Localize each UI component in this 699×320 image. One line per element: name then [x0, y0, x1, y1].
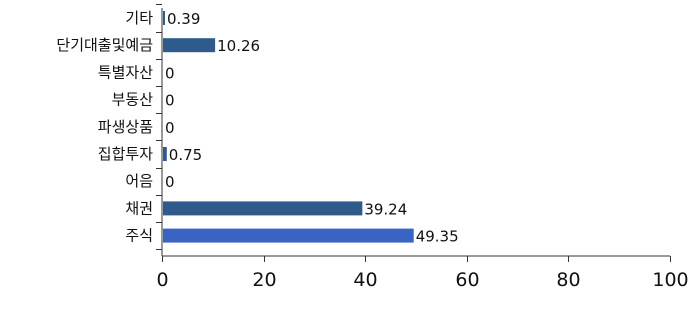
- x-tick-label: 20: [252, 269, 276, 291]
- value-label: 0.39: [167, 10, 200, 28]
- category-label: 부동산: [112, 91, 154, 109]
- value-label: 0: [165, 64, 175, 82]
- value-label: 0: [165, 92, 175, 110]
- category-label: 특별자산: [98, 63, 153, 81]
- x-tick-label: 80: [556, 269, 580, 291]
- bar: [163, 147, 167, 161]
- x-tick-label: 100: [652, 269, 688, 291]
- value-label: 49.35: [416, 228, 459, 246]
- category-label: 채권: [125, 199, 153, 217]
- chart-axes: [156, 4, 671, 262]
- value-label: 39.24: [364, 200, 407, 218]
- value-label: 10.26: [217, 37, 260, 55]
- value-label: 0: [165, 119, 175, 137]
- value-label: 0: [165, 173, 175, 191]
- x-tick-label: 40: [353, 269, 377, 291]
- category-label: 집합투자: [98, 145, 153, 163]
- bar: [163, 11, 165, 25]
- chart-bars: [163, 11, 414, 243]
- bar: [163, 201, 363, 216]
- x-tick-label: 60: [455, 269, 479, 291]
- category-label: 어음: [125, 172, 153, 190]
- category-label: 파생상품: [98, 118, 153, 136]
- bar: [163, 228, 414, 243]
- category-label: 기타: [125, 9, 153, 27]
- bar: [163, 38, 216, 53]
- category-label: 단기대출및예금: [56, 36, 153, 54]
- x-tick-label: 0: [156, 269, 168, 291]
- category-label: 주식: [125, 227, 153, 245]
- value-label: 0.75: [169, 146, 202, 164]
